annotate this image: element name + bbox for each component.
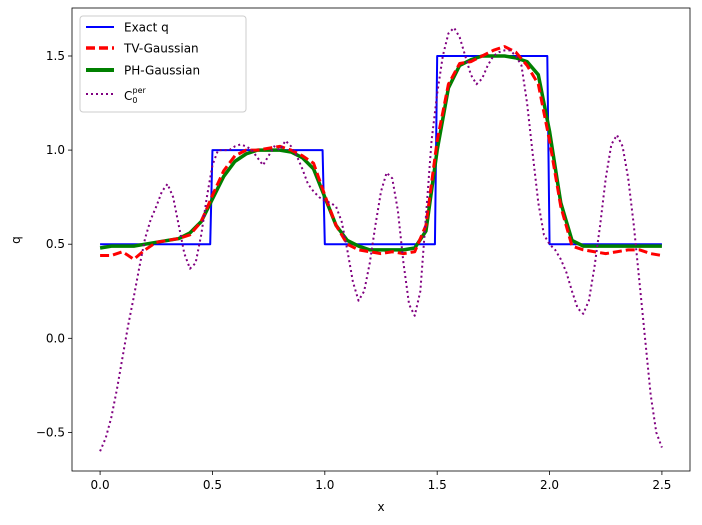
x-tick-label: 2.5 <box>652 478 671 492</box>
y-axis-label: q <box>9 236 23 244</box>
y-axis-ticks: −0.5 0.0 0.5 1.0 1.5 <box>36 49 72 439</box>
x-tick-label: 1.0 <box>315 478 334 492</box>
legend-c0-sup: per <box>132 86 146 95</box>
legend-label-ph-gaussian: PH-Gaussian <box>124 64 200 78</box>
legend-c0-sub: 0 <box>132 96 137 105</box>
series-line-tv-gaussian <box>100 45 663 261</box>
x-tick-label: 1.5 <box>428 478 447 492</box>
legend-label-exact-q: Exact q <box>124 21 169 35</box>
x-axis-label: x <box>377 500 384 514</box>
x-tick-label: 0.0 <box>91 478 110 492</box>
legend-frame <box>79 15 247 113</box>
y-tick-label: 0.5 <box>46 237 65 251</box>
x-tick-label: 0.5 <box>203 478 222 492</box>
y-tick-label: 1.5 <box>46 49 65 63</box>
y-tick-label: 0.0 <box>46 331 65 345</box>
x-tick-label: 2.0 <box>540 478 559 492</box>
y-tick-label: −0.5 <box>36 425 65 439</box>
legend-label-tv-gaussian: TV-Gaussian <box>123 42 199 56</box>
legend: Exact q TV-Gaussian PH-Gaussian C0per <box>79 15 247 113</box>
x-axis-ticks: 0.0 0.5 1.0 1.5 2.0 2.5 <box>91 471 671 492</box>
legend-label-c0per: C0per <box>124 86 146 105</box>
series-layer <box>99 26 663 452</box>
series-line-c0per <box>99 26 663 452</box>
y-tick-label: 1.0 <box>46 143 65 157</box>
legend-c0-base: C <box>124 89 132 103</box>
axes-frame <box>71 7 691 472</box>
